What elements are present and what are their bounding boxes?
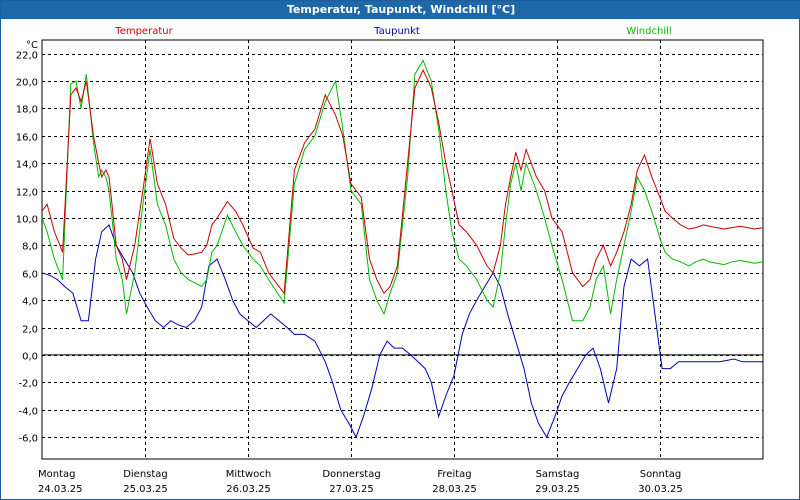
legend-item-temperatur: Temperatur [114, 26, 173, 37]
x-axis-ticks: Montag 24.03.25 Dienstag 25.03.25 Mittwoch 26… [38, 469, 683, 495]
x-tick-date: 25.03.25 [123, 484, 168, 495]
legend-item-taupunkt: Taupunkt [373, 26, 420, 37]
y-tick-label: 10,0 [16, 215, 38, 226]
y-tick-label: 4,0 [22, 297, 38, 308]
y-tick-label: 22,0 [16, 51, 38, 62]
x-tick-date: 24.03.25 [38, 484, 83, 495]
x-tick-weekday: Samstag [536, 469, 580, 480]
x-tick-weekday: Freitag [437, 469, 471, 480]
series-line-temperatur [41, 68, 764, 295]
y-tick-label: 0,0 [22, 352, 38, 363]
y-tick-label: -2,0 [18, 379, 38, 390]
x-tick-date: 26.03.25 [226, 484, 271, 495]
x-tick-date: 30.03.25 [638, 484, 683, 495]
x-tick-weekday: Dienstag [123, 469, 168, 480]
legend: Temperatur Taupunkt Windchill [114, 26, 671, 37]
grid-lines [42, 40, 763, 459]
y-tick-label: 2,0 [22, 325, 38, 336]
y-tick-label: -4,0 [18, 407, 38, 418]
y-tick-label: 6,0 [22, 270, 38, 281]
chart-title: Temperatur, Taupunkt, Windchill [°C] [1, 1, 800, 19]
y-tick-label: 8,0 [22, 242, 38, 253]
series-lines [41, 59, 764, 439]
series-line-taupunkt [41, 224, 763, 439]
x-tick-weekday: Montag [38, 469, 75, 480]
x-tick-date: 29.03.25 [535, 484, 580, 495]
x-tick-weekday: Sonntag [640, 469, 682, 480]
y-tick-label: 12,0 [16, 188, 38, 199]
x-tick-date: 28.03.25 [432, 484, 477, 495]
y-tick-label: 18,0 [16, 105, 38, 116]
plot-area [41, 39, 764, 460]
y-tick-label: -6,0 [18, 434, 38, 445]
x-tick-weekday: Mittwoch [226, 469, 271, 480]
legend-item-windchill: Windchill [626, 26, 671, 37]
x-tick-date: 27.03.25 [329, 484, 374, 495]
x-tick-weekday: Donnerstag [322, 469, 380, 480]
y-tick-label: 20,0 [16, 78, 38, 89]
y-axis-ticks: 22,0 20,0 18,0 16,0 14,0 12,0 10,0 8,0 6,0 4,0 2,0… [16, 51, 38, 445]
y-tick-label: 16,0 [16, 133, 38, 144]
series-line-windchill [41, 59, 764, 322]
y-axis-label: °C [26, 40, 38, 51]
y-tick-label: 14,0 [16, 160, 38, 171]
